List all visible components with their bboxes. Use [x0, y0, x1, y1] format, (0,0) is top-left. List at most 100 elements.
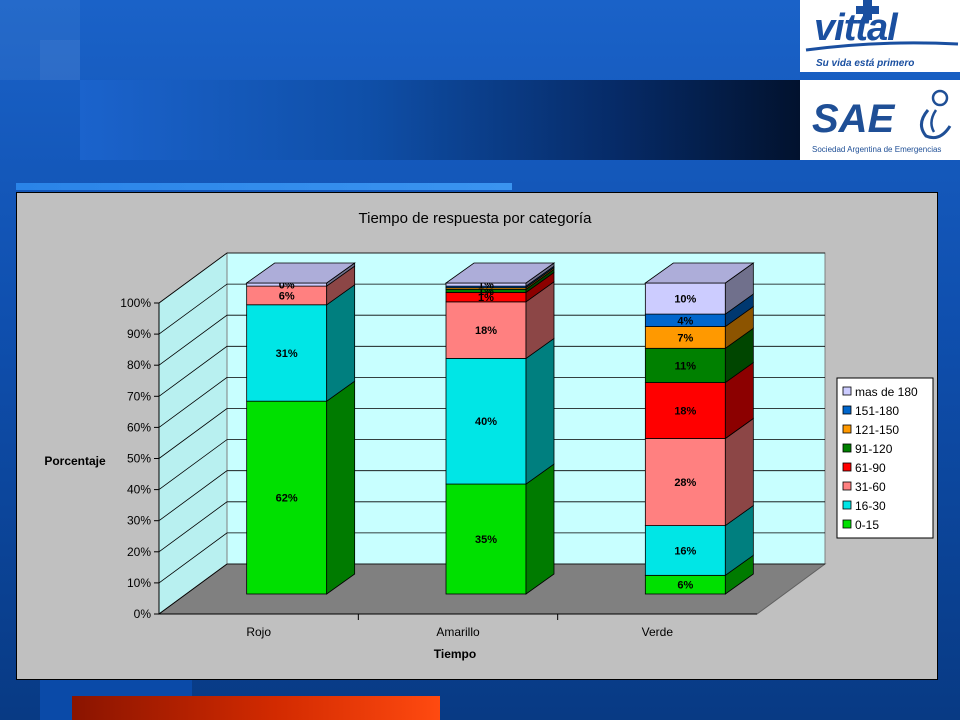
bar-top — [644, 262, 755, 284]
data-label: 6% — [279, 290, 295, 302]
bar-top — [245, 262, 356, 284]
gridline — [158, 532, 825, 584]
sae-tagline: Sociedad Argentina de Emergencias — [812, 145, 941, 154]
legend-label: 91-120 — [855, 442, 893, 456]
legend-item: mas de 180 — [842, 385, 918, 399]
legend-item: 31-60 — [842, 480, 886, 494]
y-tick-label: 60% — [127, 420, 151, 434]
bar-segment: 6% — [246, 265, 356, 306]
vittal-logo: vittal Su vida está primero — [800, 0, 960, 72]
sae-logo-graphic: SAE Sociedad Argentina de Emergencias — [812, 89, 952, 154]
legend-swatch — [842, 519, 852, 529]
y-tick-label: 90% — [127, 327, 151, 341]
y-tick-label: 20% — [127, 545, 151, 559]
bar-segment: 35% — [445, 463, 555, 595]
gridline — [158, 252, 825, 304]
gridline — [158, 376, 825, 428]
legend-swatch — [842, 405, 852, 415]
decor-square — [40, 40, 80, 80]
bar-segment-side — [326, 380, 356, 595]
bar-segment: 31% — [246, 283, 356, 402]
bar-segment-side — [525, 463, 555, 595]
y-axis-ticks: 0% 10% 20% 30% 40% 50% 60% 70% 80% 90% 100% — [120, 296, 160, 621]
legend-box — [836, 377, 934, 539]
legend-label: 0-15 — [855, 518, 879, 532]
data-label: 7% — [677, 332, 693, 344]
legend-item: 91-120 — [842, 442, 893, 456]
gridline — [158, 439, 825, 490]
data-label: 16% — [674, 545, 696, 557]
person-arc-inner-icon — [930, 109, 938, 133]
x-axis-ticks: Rojo Amarillo Verde — [159, 613, 757, 639]
bar-segment-front — [246, 304, 328, 402]
legend-label: 121-150 — [855, 423, 899, 437]
legend-item: 0-15 — [842, 518, 879, 532]
legend-swatch — [842, 481, 852, 491]
chart-title: Tiempo de respuesta por categoría — [359, 210, 593, 227]
sae-logo: SAE Sociedad Argentina de Emergencias — [800, 80, 960, 160]
data-label: 6% — [677, 580, 693, 592]
legend-item: 151-180 — [842, 404, 899, 418]
y-tick-label: 50% — [127, 452, 151, 466]
bars: 62%31%6%0%35%40%18%1%1%1%6%16%28%18%11%7… — [245, 262, 755, 595]
accent-bar — [72, 696, 440, 720]
y-axis-title: Porcentaje — [44, 454, 106, 468]
x-tick-label: Amarillo — [436, 625, 480, 639]
y-tick-label: 40% — [127, 483, 151, 497]
y-tick-label: 80% — [127, 358, 151, 372]
x-axis-title: Tiempo — [434, 647, 476, 661]
legend-label: 16-30 — [855, 499, 886, 513]
swoosh-line — [805, 41, 959, 52]
gridline — [158, 314, 825, 366]
gridline — [158, 283, 825, 335]
gridlines — [158, 252, 825, 615]
legend-swatch — [842, 386, 852, 396]
stacked-bar-chart: Tiempo de respuesta por categoría Porcen… — [44, 210, 934, 661]
bar-segment-front — [445, 357, 527, 485]
data-label: 62% — [276, 493, 298, 505]
gridline — [158, 501, 825, 553]
decor-square — [0, 0, 80, 80]
bar-segment: 62% — [246, 380, 356, 595]
x-tick-label: Verde — [642, 625, 674, 639]
bar-segment-front — [445, 301, 527, 359]
legend-swatch — [842, 443, 852, 453]
bar-segment: 18% — [644, 361, 754, 440]
data-label: 35% — [475, 534, 497, 546]
legend-item: 61-90 — [842, 461, 886, 475]
y-tick-label: 70% — [127, 389, 151, 403]
bar-segment-front — [445, 483, 527, 595]
person-head-icon — [931, 89, 949, 107]
legend-label: mas de 180 — [855, 385, 918, 399]
gridline — [158, 470, 825, 522]
legend-item: 121-150 — [842, 423, 899, 437]
legend-label: 31-60 — [855, 480, 886, 494]
y-tick-label: 30% — [127, 514, 151, 528]
cross-icon-bar — [856, 6, 879, 14]
chart-area: Tiempo de respuesta por categoría Porcen… — [16, 192, 938, 680]
person-arc-icon — [920, 109, 952, 140]
y-tick-label: 0% — [134, 607, 152, 621]
data-label: 1% — [478, 292, 494, 304]
x-tick-label: Rojo — [246, 625, 271, 639]
y-tick-label: 10% — [127, 576, 151, 590]
bar-segment-front — [644, 382, 726, 439]
vittal-logo-graphic: vittal Su vida está primero — [805, 0, 959, 69]
sae-wordmark: SAE — [812, 97, 896, 141]
y-tick-label: 100% — [120, 296, 151, 310]
data-label: 40% — [475, 416, 497, 428]
gridline — [158, 345, 825, 397]
bar-segment: 40% — [445, 337, 555, 485]
bar-segment: 18% — [445, 281, 555, 360]
gridline — [158, 563, 825, 615]
data-label: 11% — [675, 360, 697, 372]
bar-segment: 11% — [644, 327, 754, 384]
bar-segment: 7% — [644, 305, 754, 350]
bar-segment: 10% — [644, 262, 754, 315]
legend-item: 16-30 — [842, 499, 886, 513]
bar-top — [444, 262, 556, 284]
legend-swatch — [842, 424, 852, 434]
data-label: 31% — [276, 348, 298, 360]
gridline — [158, 408, 825, 459]
data-label: 4% — [677, 315, 693, 327]
